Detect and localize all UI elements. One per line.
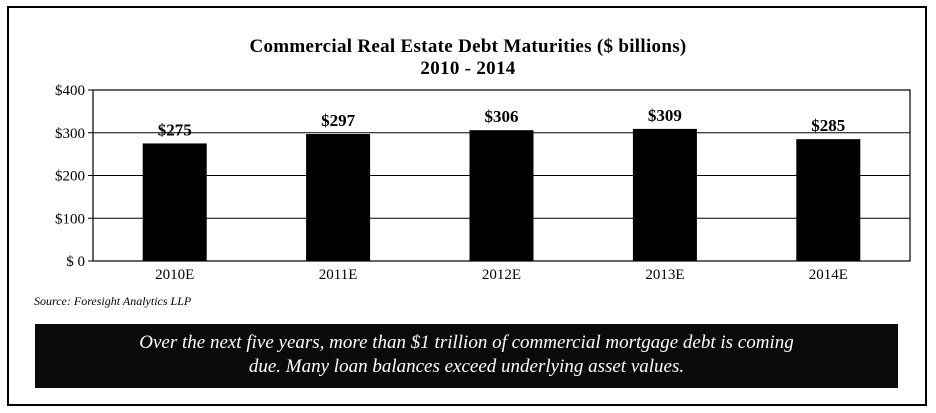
bar-chart: $ 0 $100 $200 $300 $400 $275 2010E $297 2011E $30… xyxy=(55,83,911,283)
bar xyxy=(306,134,371,261)
bar xyxy=(142,143,207,261)
x-tick-label: 2012E xyxy=(482,267,521,283)
banner-line-2: due. Many loan balances exceed underlyin… xyxy=(248,356,685,377)
y-tick-label: $400 xyxy=(55,83,85,99)
y-tick-label: $100 xyxy=(55,211,85,227)
bar-value-label: $297 xyxy=(321,111,356,130)
x-tick-label: 2013E xyxy=(645,267,684,283)
x-tick-label: 2011E xyxy=(319,267,358,283)
banner-line-1: Over the next five years, more than $1 t… xyxy=(139,332,794,353)
x-tick-label: 2010E xyxy=(155,267,194,283)
bar xyxy=(796,139,861,261)
source-note: Source: Foresight Analytics LLP xyxy=(34,294,192,308)
bar xyxy=(632,128,697,261)
y-tick-label: $200 xyxy=(55,169,85,185)
bar-value-label: $309 xyxy=(648,106,682,125)
chart-title: Commercial Real Estate Debt Maturities (… xyxy=(249,36,687,57)
bar xyxy=(469,130,534,261)
chart-subtitle: 2010 - 2014 xyxy=(420,58,516,79)
summary-banner: Over the next five years, more than $1 t… xyxy=(35,324,898,388)
y-tick-label: $ 0 xyxy=(66,254,85,270)
y-tick-label: $300 xyxy=(55,126,85,142)
bar-value-label: $275 xyxy=(158,120,192,139)
bar-value-label: $306 xyxy=(485,107,519,126)
x-tick-label: 2014E xyxy=(809,267,848,283)
bar-value-label: $285 xyxy=(811,116,845,135)
